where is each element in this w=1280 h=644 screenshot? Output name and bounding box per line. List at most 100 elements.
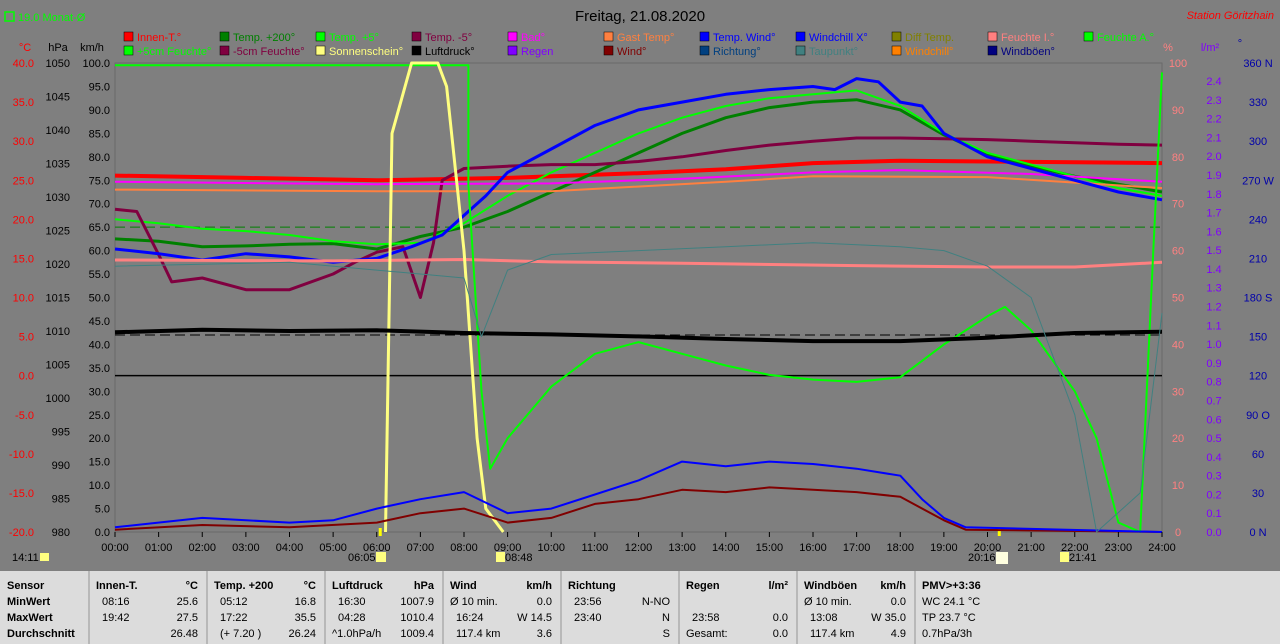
- legend-swatch: [603, 31, 614, 42]
- luftdruck-min: 1007.9: [400, 596, 434, 608]
- time-markers: 14:11 06:05 08:48 20:16 21:41: [12, 552, 1097, 564]
- legend-label: -5cm Feuchte°: [233, 46, 305, 58]
- rain-tick-label: 1.3: [1206, 283, 1221, 295]
- pressure-tick-label: 1025: [46, 226, 70, 238]
- wind-avg: 3.6: [536, 628, 552, 640]
- richtung-avg: S: [662, 628, 670, 640]
- humidity-tick-label: 70: [1172, 199, 1184, 211]
- legend-label: Windböen°: [1001, 46, 1055, 58]
- pressure-tick-label: 1020: [46, 259, 70, 271]
- direction-tick-label: 360 N: [1243, 58, 1272, 70]
- regen-title: Regen: [686, 580, 720, 592]
- innen-title: Innen-T.: [96, 580, 138, 592]
- temp-tick-label: 15.0: [13, 253, 34, 265]
- series-gast-temp: [114, 175, 1163, 193]
- speed-tick-label: 90.0: [89, 105, 110, 117]
- legend-swatch: [219, 31, 230, 42]
- windboen-unit: km/h: [880, 580, 906, 592]
- direction-tick-label: 0 N: [1249, 527, 1266, 539]
- humidity-tick-label: 90: [1172, 105, 1184, 117]
- wind-min-label: Ø 10 min.: [450, 596, 498, 608]
- legend-swatch: [891, 31, 902, 42]
- moonset-icon: [1060, 552, 1069, 562]
- temp200-title: Temp. +200: [214, 580, 274, 592]
- temp-tick-label: 5.0: [19, 332, 34, 344]
- pressure-tick-label: 1005: [46, 360, 70, 372]
- pmv-line2: TP 23.7 °C: [922, 612, 976, 624]
- stats-table: Sensor MinWert MaxWert Durchschnitt Inne…: [0, 571, 1280, 644]
- luftdruck-max: 1010.4: [400, 612, 434, 624]
- legend-label: Richtung°: [713, 46, 761, 58]
- time-tick-label: 02:00: [188, 542, 216, 554]
- current-time-sun-icon: [40, 553, 49, 561]
- sunset-label: 20:16: [968, 552, 996, 564]
- time-tick-label: 16:00: [799, 542, 827, 554]
- rain-tick-label: 0.0: [1206, 527, 1221, 539]
- rain-tick-label: 2.0: [1206, 151, 1221, 163]
- temp200-max-time: 17:22: [220, 612, 248, 624]
- windboen-title: Windböen: [804, 580, 858, 592]
- moonrise-icon: [496, 552, 505, 562]
- wind-avg-extra: 117.4 km: [456, 628, 501, 640]
- direction-tick-label: 270 W: [1242, 175, 1274, 187]
- legend-label: Taupunkt°: [809, 46, 858, 58]
- rain-tick-label: 1.8: [1206, 189, 1221, 201]
- legend-label: Wind°: [617, 46, 646, 58]
- direction-tick-label: 90 O: [1246, 410, 1270, 422]
- legend-label: Bad°: [521, 32, 545, 44]
- legend-label: +5cm Feuchte°: [137, 46, 211, 58]
- stats-col-innen: Innen-T. °C 08:16 25.6 19:42 27.5 26.48: [88, 571, 206, 644]
- time-tick-label: 10:00: [537, 542, 565, 554]
- legend-swatch: [699, 31, 710, 42]
- windboen-avg: 4.9: [890, 628, 906, 640]
- humidity-tick-label: 0: [1175, 527, 1181, 539]
- legend-label: Gast Temp°: [617, 32, 674, 44]
- pressure-tick-label: 1040: [46, 125, 70, 137]
- pmv-line3: 0.7hPa/3h: [922, 628, 973, 640]
- rain-tick-label: 1.5: [1206, 245, 1221, 257]
- direction-tick-label: 300: [1249, 136, 1267, 148]
- windboen-max: W 35.0: [871, 612, 906, 624]
- legend-label: Luftdruck°: [425, 46, 475, 58]
- speed-tick-label: 15.0: [89, 457, 110, 469]
- unit-pressure: hPa: [48, 42, 68, 54]
- time-tick-label: 09:00: [494, 542, 522, 554]
- legend-swatch: [315, 45, 326, 56]
- sunrise-label: 06:05: [348, 552, 376, 564]
- speed-tick-label: 25.0: [89, 410, 110, 422]
- stats-col-windboen: Windböen km/h Ø 10 min. 0.0 13:08 W 35.0…: [796, 571, 914, 644]
- legend-label: Feuchte A.°: [1097, 32, 1154, 44]
- rain-tick-label: 0.6: [1206, 414, 1221, 426]
- stats-col-regen: Regen l/m² 23:58 0.0 Gesamt: 0.0: [678, 571, 796, 644]
- temp-tick-label: 10.0: [13, 293, 34, 305]
- time-tick-label: 13:00: [668, 542, 696, 554]
- stats-col-pmv: PMV>+3:36 WC 24.1 °C TP 23.7 °C 0.7hPa/3…: [914, 571, 1032, 644]
- series-bad: [114, 169, 1163, 186]
- series-taupunkt: [114, 242, 1163, 533]
- innen-min: 25.6: [176, 596, 198, 608]
- sunset-icon: [996, 552, 1008, 564]
- time-tick-label: 12:00: [625, 542, 653, 554]
- series-feuchte-i: [114, 258, 1163, 269]
- humidity-tick-label: 40: [1172, 339, 1184, 351]
- rain-tick-label: 0.7: [1206, 395, 1221, 407]
- pressure-tick-label: 1000: [46, 393, 70, 405]
- direction-tick-label: 30: [1252, 488, 1264, 500]
- row-label-sensor: Sensor: [7, 580, 45, 592]
- temp-tick-label: 30.0: [13, 136, 34, 148]
- weather-chart: 40.0 35.0 30.0 25.0 20.0 15.0 10.0 5.0 0.0 -5.0 -1…: [4, 8, 1275, 564]
- innen-avg: 26.48: [170, 628, 198, 640]
- time-tick-label: 05:00: [319, 542, 347, 554]
- stats-col-wind: Wind km/h Ø 10 min. 0.0 16:24 W 14.5 117…: [442, 571, 560, 644]
- pressure-tick-label: 1015: [46, 293, 70, 305]
- temp200-min: 16.8: [294, 596, 316, 608]
- luftdruck-unit: hPa: [413, 580, 434, 592]
- time-tick-label: 23:00: [1105, 542, 1133, 554]
- wind-max: W 14.5: [517, 612, 552, 624]
- regen-avg: 0.0: [772, 628, 788, 640]
- legend-label: Diff Temp.: [905, 32, 954, 44]
- time-tick-label: 01:00: [145, 542, 173, 554]
- moonset-label: 21:41: [1069, 552, 1097, 564]
- temp-tick-label: 40.0: [13, 58, 34, 70]
- legend-swatch: [795, 31, 806, 42]
